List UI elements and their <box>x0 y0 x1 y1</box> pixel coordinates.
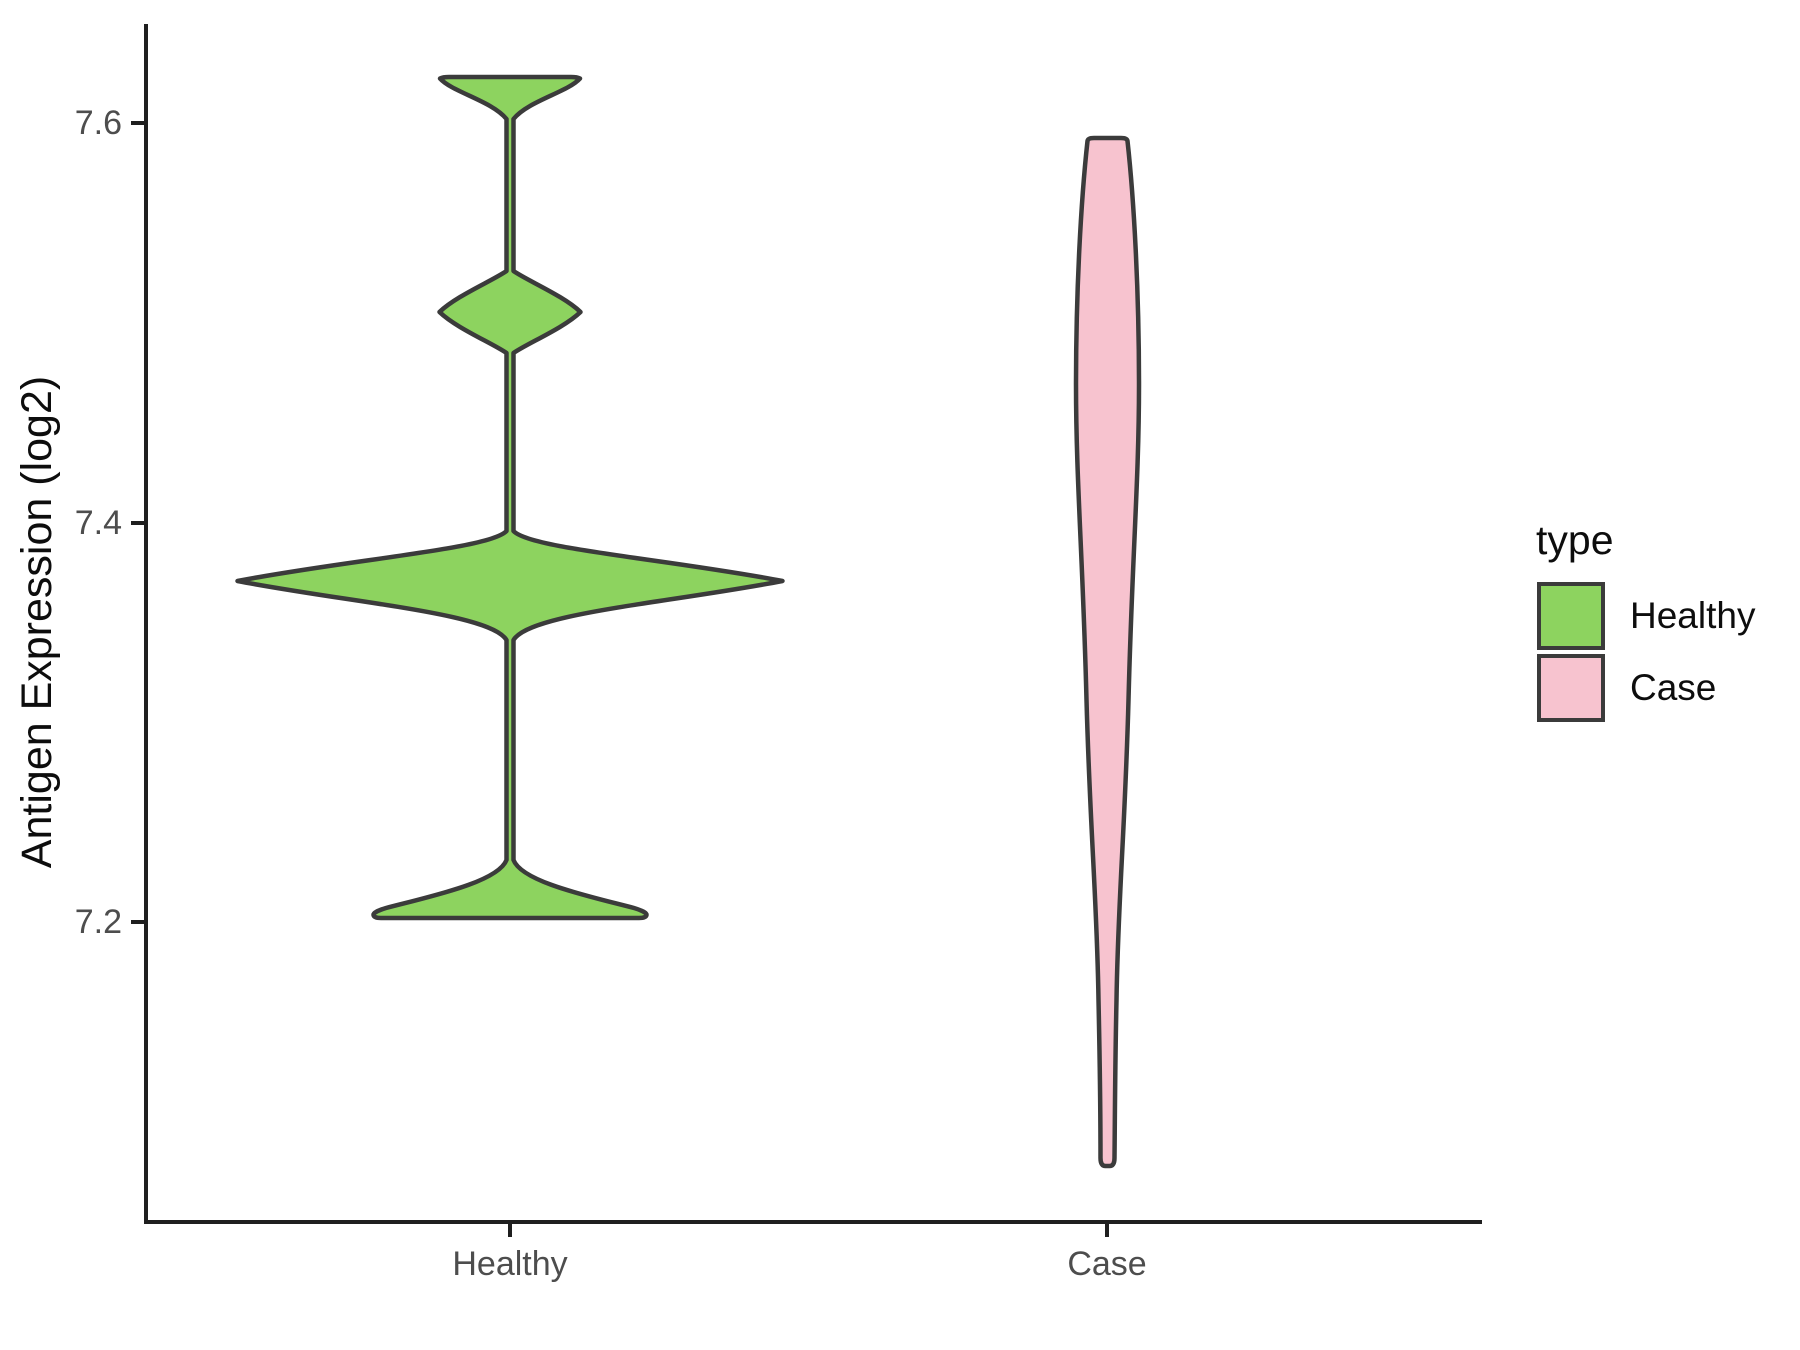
x-tick-healthy <box>508 1224 512 1237</box>
y-axis-title: Antigen Expression (log2) <box>13 375 61 869</box>
y-tick-7-6 <box>131 121 144 125</box>
healthy-violin <box>235 74 785 921</box>
y-tick-7-4 <box>131 521 144 525</box>
legend-label-case: Case <box>1630 667 1717 708</box>
x-tick-label-case: Case <box>1067 1245 1147 1283</box>
legend-label-healthy: Healthy <box>1630 595 1756 636</box>
x-axis-line <box>144 1220 1482 1224</box>
legend-item-case: Case <box>1536 654 1716 722</box>
y-tick-label-7-6: 7.6 <box>74 104 122 142</box>
y-axis-line <box>144 24 148 1224</box>
legend-key-healthy-swatch <box>1537 582 1605 650</box>
y-tick-label-7-2: 7.2 <box>74 903 122 941</box>
x-tick-case <box>1105 1224 1109 1237</box>
y-tick-7-2 <box>131 920 144 924</box>
case-violin <box>1073 135 1142 1169</box>
y-tick-label-7-4: 7.4 <box>74 504 122 542</box>
legend: type Healthy Case <box>1536 517 1755 726</box>
x-tick-label-healthy: Healthy <box>452 1245 568 1283</box>
legend-key-case-swatch <box>1537 654 1605 722</box>
legend-title: type <box>1536 517 1614 563</box>
legend-item-healthy: Healthy <box>1536 582 1755 650</box>
